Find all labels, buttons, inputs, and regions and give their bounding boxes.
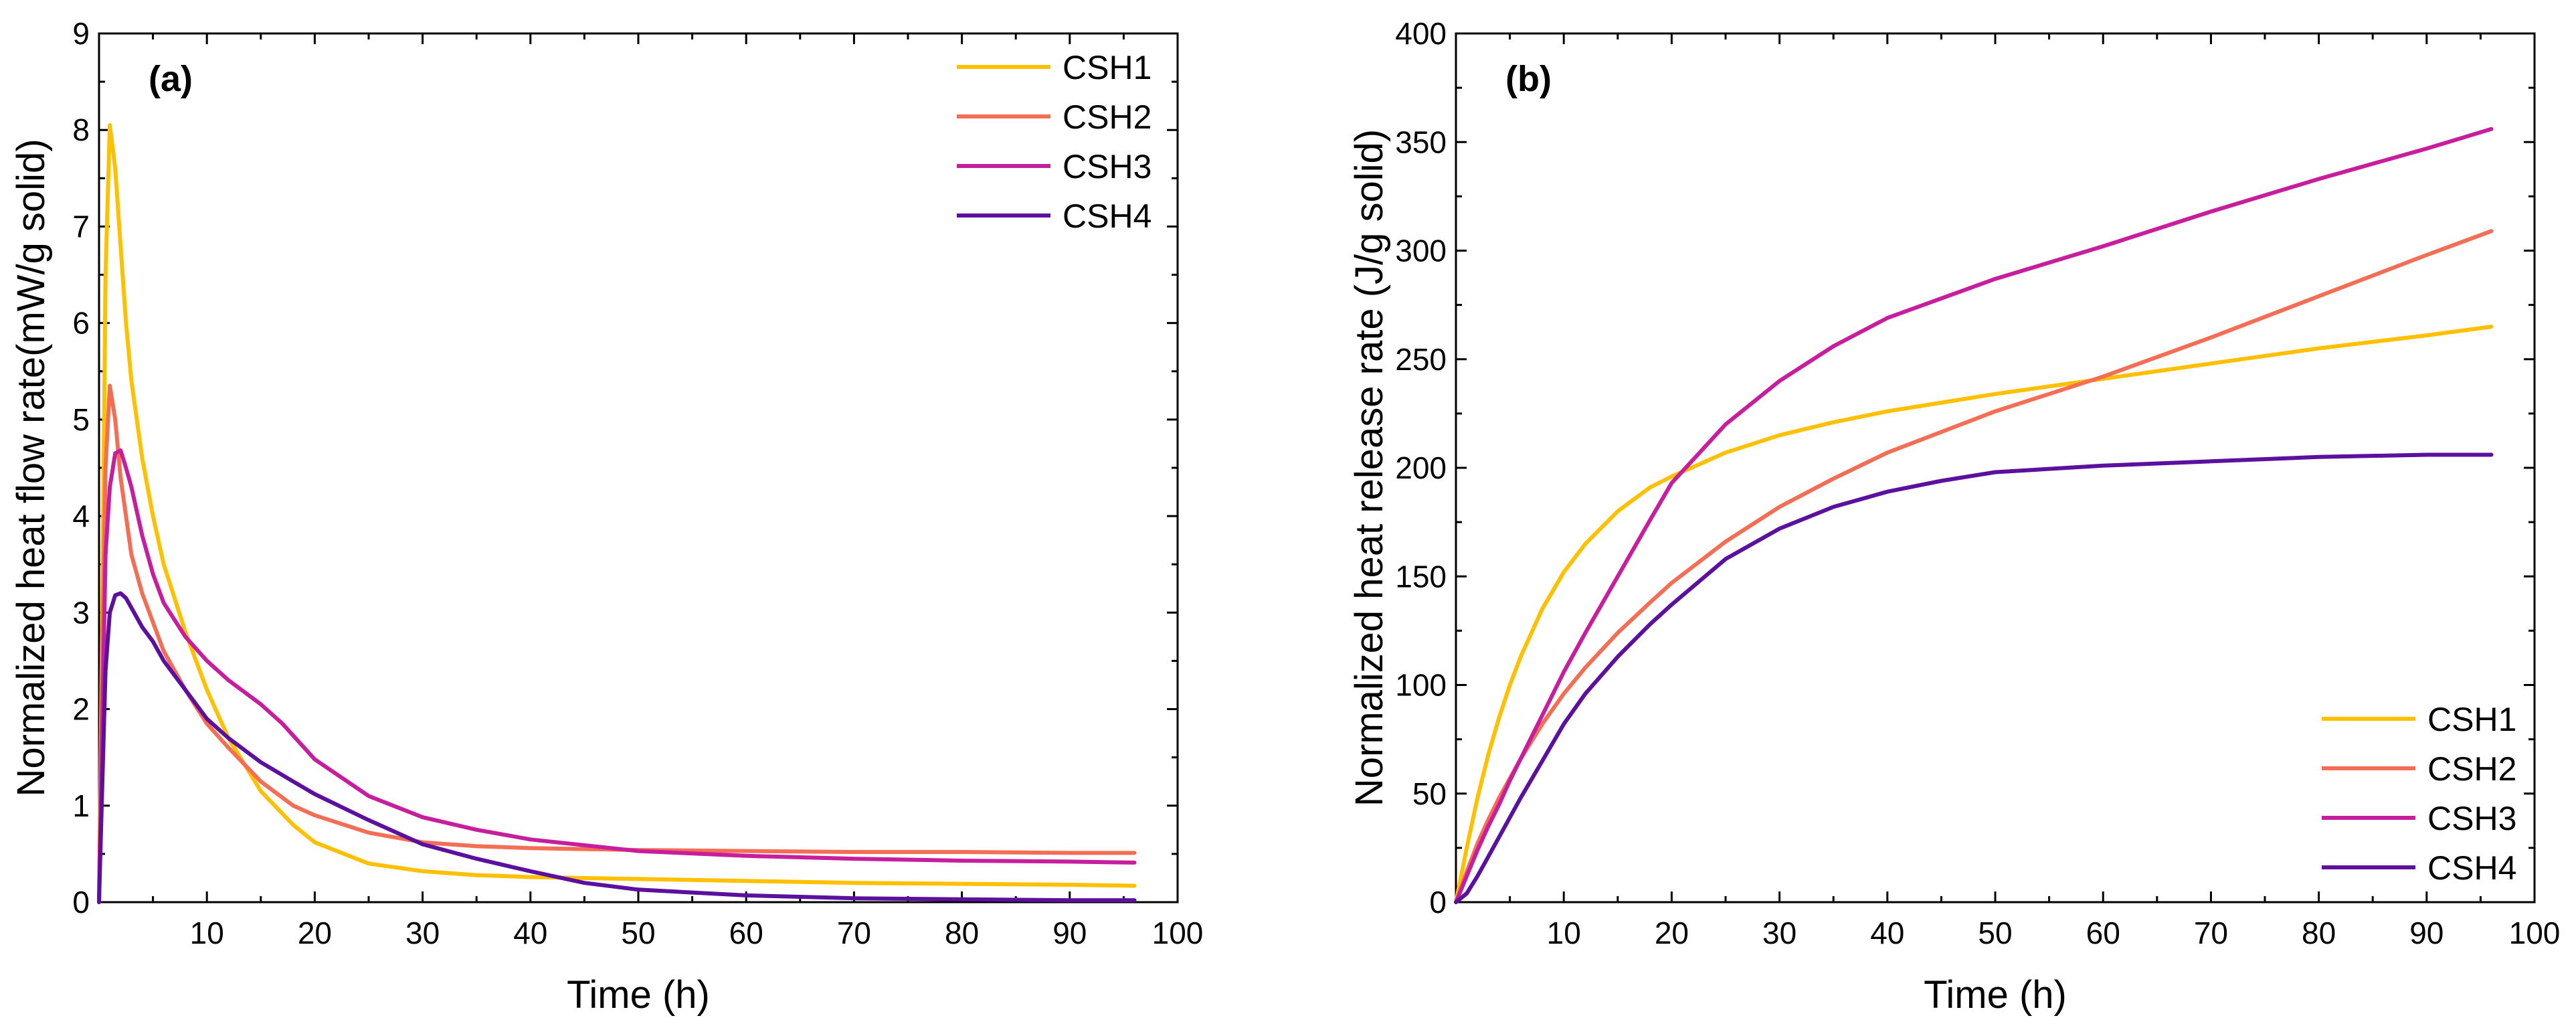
y-tick-label: 6 bbox=[72, 306, 90, 341]
x-tick-label: 30 bbox=[1762, 916, 1797, 950]
x-tick-label: 60 bbox=[729, 916, 763, 950]
legend: CSH1 CSH2 CSH3 CSH4 bbox=[957, 49, 1152, 235]
x-tick-label: 50 bbox=[1978, 916, 2012, 950]
y-tick-label: 200 bbox=[1395, 450, 1447, 485]
y-tick-label: 400 bbox=[1395, 16, 1447, 51]
series-line-csh2 bbox=[1454, 229, 2494, 904]
legend-label-csh2: CSH2 bbox=[1063, 98, 1152, 136]
legend-label-csh4: CSH4 bbox=[2427, 849, 2516, 887]
legend-label-csh3: CSH3 bbox=[2427, 800, 2516, 837]
y-tick-label: 2 bbox=[72, 692, 90, 727]
series-line-csh2 bbox=[97, 383, 1137, 904]
y-tick-label: 1 bbox=[72, 788, 90, 823]
y-tick-label: 9 bbox=[72, 16, 90, 51]
series-line-csh1 bbox=[1454, 325, 2494, 904]
x-tick-label: 90 bbox=[2409, 916, 2444, 950]
legend-label-csh2: CSH2 bbox=[2427, 750, 2516, 788]
legend-label-csh3: CSH3 bbox=[1063, 148, 1152, 185]
x-tick-label: 90 bbox=[1052, 916, 1087, 950]
x-tick-label: 100 bbox=[2509, 916, 2561, 950]
y-tick-label: 150 bbox=[1395, 559, 1447, 594]
y-tick-label: 50 bbox=[1412, 776, 1447, 811]
legend-label-csh1: CSH1 bbox=[2427, 701, 2516, 738]
x-tick-label: 70 bbox=[2194, 916, 2228, 950]
y-tick-label: 350 bbox=[1395, 124, 1447, 159]
y-tick-label: 8 bbox=[72, 112, 90, 147]
legend-label-csh4: CSH4 bbox=[1063, 197, 1152, 235]
series-line-csh3 bbox=[97, 448, 1137, 904]
x-tick-label: 80 bbox=[945, 916, 979, 950]
panel-label: (b) bbox=[1505, 59, 1552, 99]
y-tick-label: 0 bbox=[1429, 885, 1447, 920]
y-tick-label: 250 bbox=[1395, 342, 1447, 377]
y-tick-label: 100 bbox=[1395, 668, 1447, 703]
y-axis-title: Normalized heat flow rate(mW/g solid) bbox=[9, 139, 53, 796]
x-tick-label: 60 bbox=[2086, 916, 2120, 950]
x-axis-title: Time (h) bbox=[1924, 973, 2067, 1017]
y-tick-label: 0 bbox=[72, 885, 90, 920]
y-tick-label: 300 bbox=[1395, 234, 1447, 268]
x-tick-label: 50 bbox=[621, 916, 655, 950]
series-line-csh4 bbox=[97, 591, 1137, 904]
x-tick-label: 80 bbox=[2302, 916, 2336, 950]
x-tick-label: 30 bbox=[405, 916, 440, 950]
legend-label-csh1: CSH1 bbox=[1063, 49, 1152, 86]
y-tick-label: 4 bbox=[72, 499, 90, 533]
series-line-csh3 bbox=[1454, 126, 2494, 904]
x-axis-title: Time (h) bbox=[567, 973, 710, 1017]
chart-panel-b: 10 20 30 40 50 60 70 80 90 100 0 50 100 150 200 250 300 3… bbox=[1348, 16, 2560, 1017]
chart-panel-a: 10 20 30 40 50 60 70 80 90 100 0 1 2 3 4 5 6 7 8 9 Time (h) N… bbox=[9, 16, 1203, 1017]
x-tick-label: 40 bbox=[513, 916, 547, 950]
y-tick-label: 5 bbox=[72, 402, 90, 437]
series-line-csh1 bbox=[97, 123, 1137, 904]
y-axis-title: Normalized heat release rate (J/g solid) bbox=[1348, 129, 1391, 806]
x-tick-label: 20 bbox=[298, 916, 332, 950]
x-tick-label: 100 bbox=[1152, 916, 1204, 950]
x-tick-label: 10 bbox=[1547, 916, 1581, 950]
plot-frame bbox=[98, 32, 1179, 904]
x-tick-label: 40 bbox=[1870, 916, 1904, 950]
legend: CSH1 CSH2 CSH3 CSH4 bbox=[2322, 701, 2516, 887]
x-tick-label: 10 bbox=[190, 916, 224, 950]
y-tick-label: 3 bbox=[72, 595, 90, 630]
x-tick-label: 20 bbox=[1655, 916, 1689, 950]
panel-label: (a) bbox=[149, 59, 193, 99]
y-tick-label: 7 bbox=[72, 209, 90, 244]
series-line-csh4 bbox=[1454, 452, 2494, 904]
x-tick-label: 70 bbox=[837, 916, 871, 950]
